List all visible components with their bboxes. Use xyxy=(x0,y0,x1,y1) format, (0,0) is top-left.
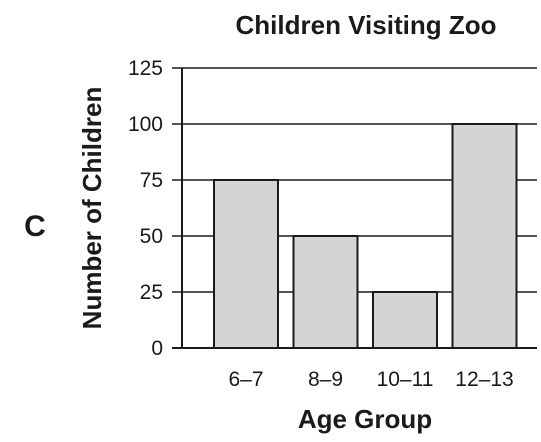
panel-label: C xyxy=(24,210,46,243)
bar-4 xyxy=(451,123,518,349)
y-axis-label: Number of Children xyxy=(77,87,107,330)
bar-2 xyxy=(292,235,359,349)
bar-1 xyxy=(213,179,279,349)
x-tick-label-4: 12–13 xyxy=(455,368,513,391)
x-tick-label-2: 8–9 xyxy=(308,368,343,391)
y-tick-label-100: 100 xyxy=(128,113,163,136)
x-axis-ticks: 6–7 8–9 10–11 12–13 xyxy=(228,368,513,391)
chart-title: Children Visiting Zoo xyxy=(236,10,497,40)
y-tick-label-75: 75 xyxy=(140,169,163,192)
y-tick-label-25: 25 xyxy=(140,281,163,304)
bar-3 xyxy=(372,291,438,349)
y-axis-ticks: 0 25 50 75 100 125 xyxy=(128,57,163,360)
x-tick-label-3: 10–11 xyxy=(377,368,434,391)
x-tick-label-1: 6–7 xyxy=(228,368,263,391)
y-tick-label-125: 125 xyxy=(128,57,163,80)
y-tick-label-50: 50 xyxy=(140,225,163,248)
y-tick-label-0: 0 xyxy=(151,337,163,360)
x-axis-label: Age Group xyxy=(298,404,432,434)
bars xyxy=(213,123,518,349)
